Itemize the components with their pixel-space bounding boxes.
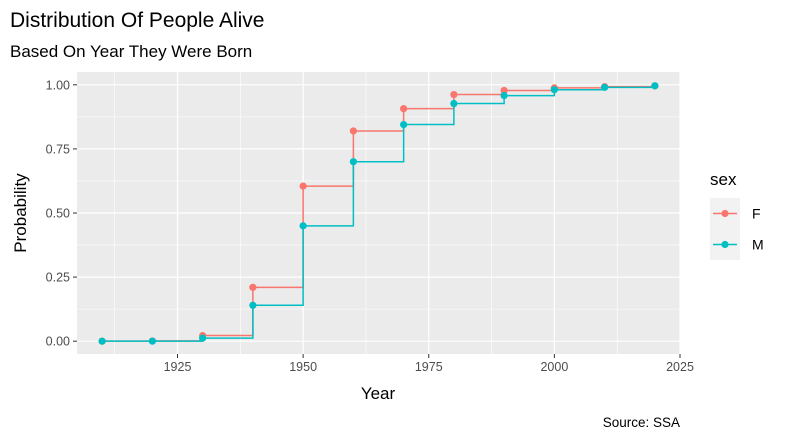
chart-caption: Source: SSA	[603, 415, 680, 430]
y-tick-label: 0.50	[46, 207, 70, 221]
legend-title: sex	[710, 170, 737, 189]
data-point-M	[550, 86, 558, 94]
data-point-M	[98, 337, 106, 345]
chart-subtitle: Based On Year They Were Born	[10, 42, 252, 61]
y-tick-label: 0.00	[46, 335, 70, 349]
y-axis-title: Probability	[11, 173, 30, 253]
data-point-F	[249, 283, 257, 291]
chart-title: Distribution Of People Alive	[10, 9, 264, 32]
data-point-F	[400, 105, 408, 113]
data-point-F	[450, 90, 458, 99]
x-tick-label: 2000	[540, 360, 568, 374]
data-point-M	[601, 83, 609, 91]
data-point-F	[349, 127, 357, 135]
data-point-M	[199, 334, 207, 342]
axes-layer: 1925 1950 1975 2000 2025 0.00 0.25 0.50 0.75 1.00	[46, 78, 694, 374]
legend-keys: FM	[710, 198, 764, 260]
data-point-F	[500, 86, 508, 95]
legend-label-F: F	[752, 206, 761, 222]
x-tick-label: 2025	[666, 360, 694, 374]
legend: sex FM	[710, 170, 764, 260]
x-tick-label: 1950	[289, 360, 317, 374]
series-line-M	[102, 85, 656, 342]
series-layer	[98, 82, 659, 345]
data-point-M	[148, 337, 156, 345]
x-tick-label: 1975	[415, 360, 443, 374]
y-tick-label: 0.75	[46, 142, 70, 156]
legend-key-point	[721, 240, 729, 249]
x-tick-label: 1925	[164, 360, 192, 374]
y-tick-label: 0.25	[46, 271, 70, 285]
data-point-M	[400, 120, 408, 129]
legend-label-M: M	[752, 237, 764, 253]
data-point-M	[450, 99, 458, 108]
data-point-M	[349, 158, 357, 166]
data-point-M	[500, 91, 508, 100]
data-point-M	[299, 222, 307, 230]
data-point-M	[651, 82, 659, 90]
data-point-F	[299, 182, 307, 190]
x-axis-title: Year	[361, 384, 396, 403]
y-tick-label: 1.00	[46, 78, 70, 92]
legend-key-point	[721, 209, 729, 218]
data-point-M	[249, 301, 257, 309]
